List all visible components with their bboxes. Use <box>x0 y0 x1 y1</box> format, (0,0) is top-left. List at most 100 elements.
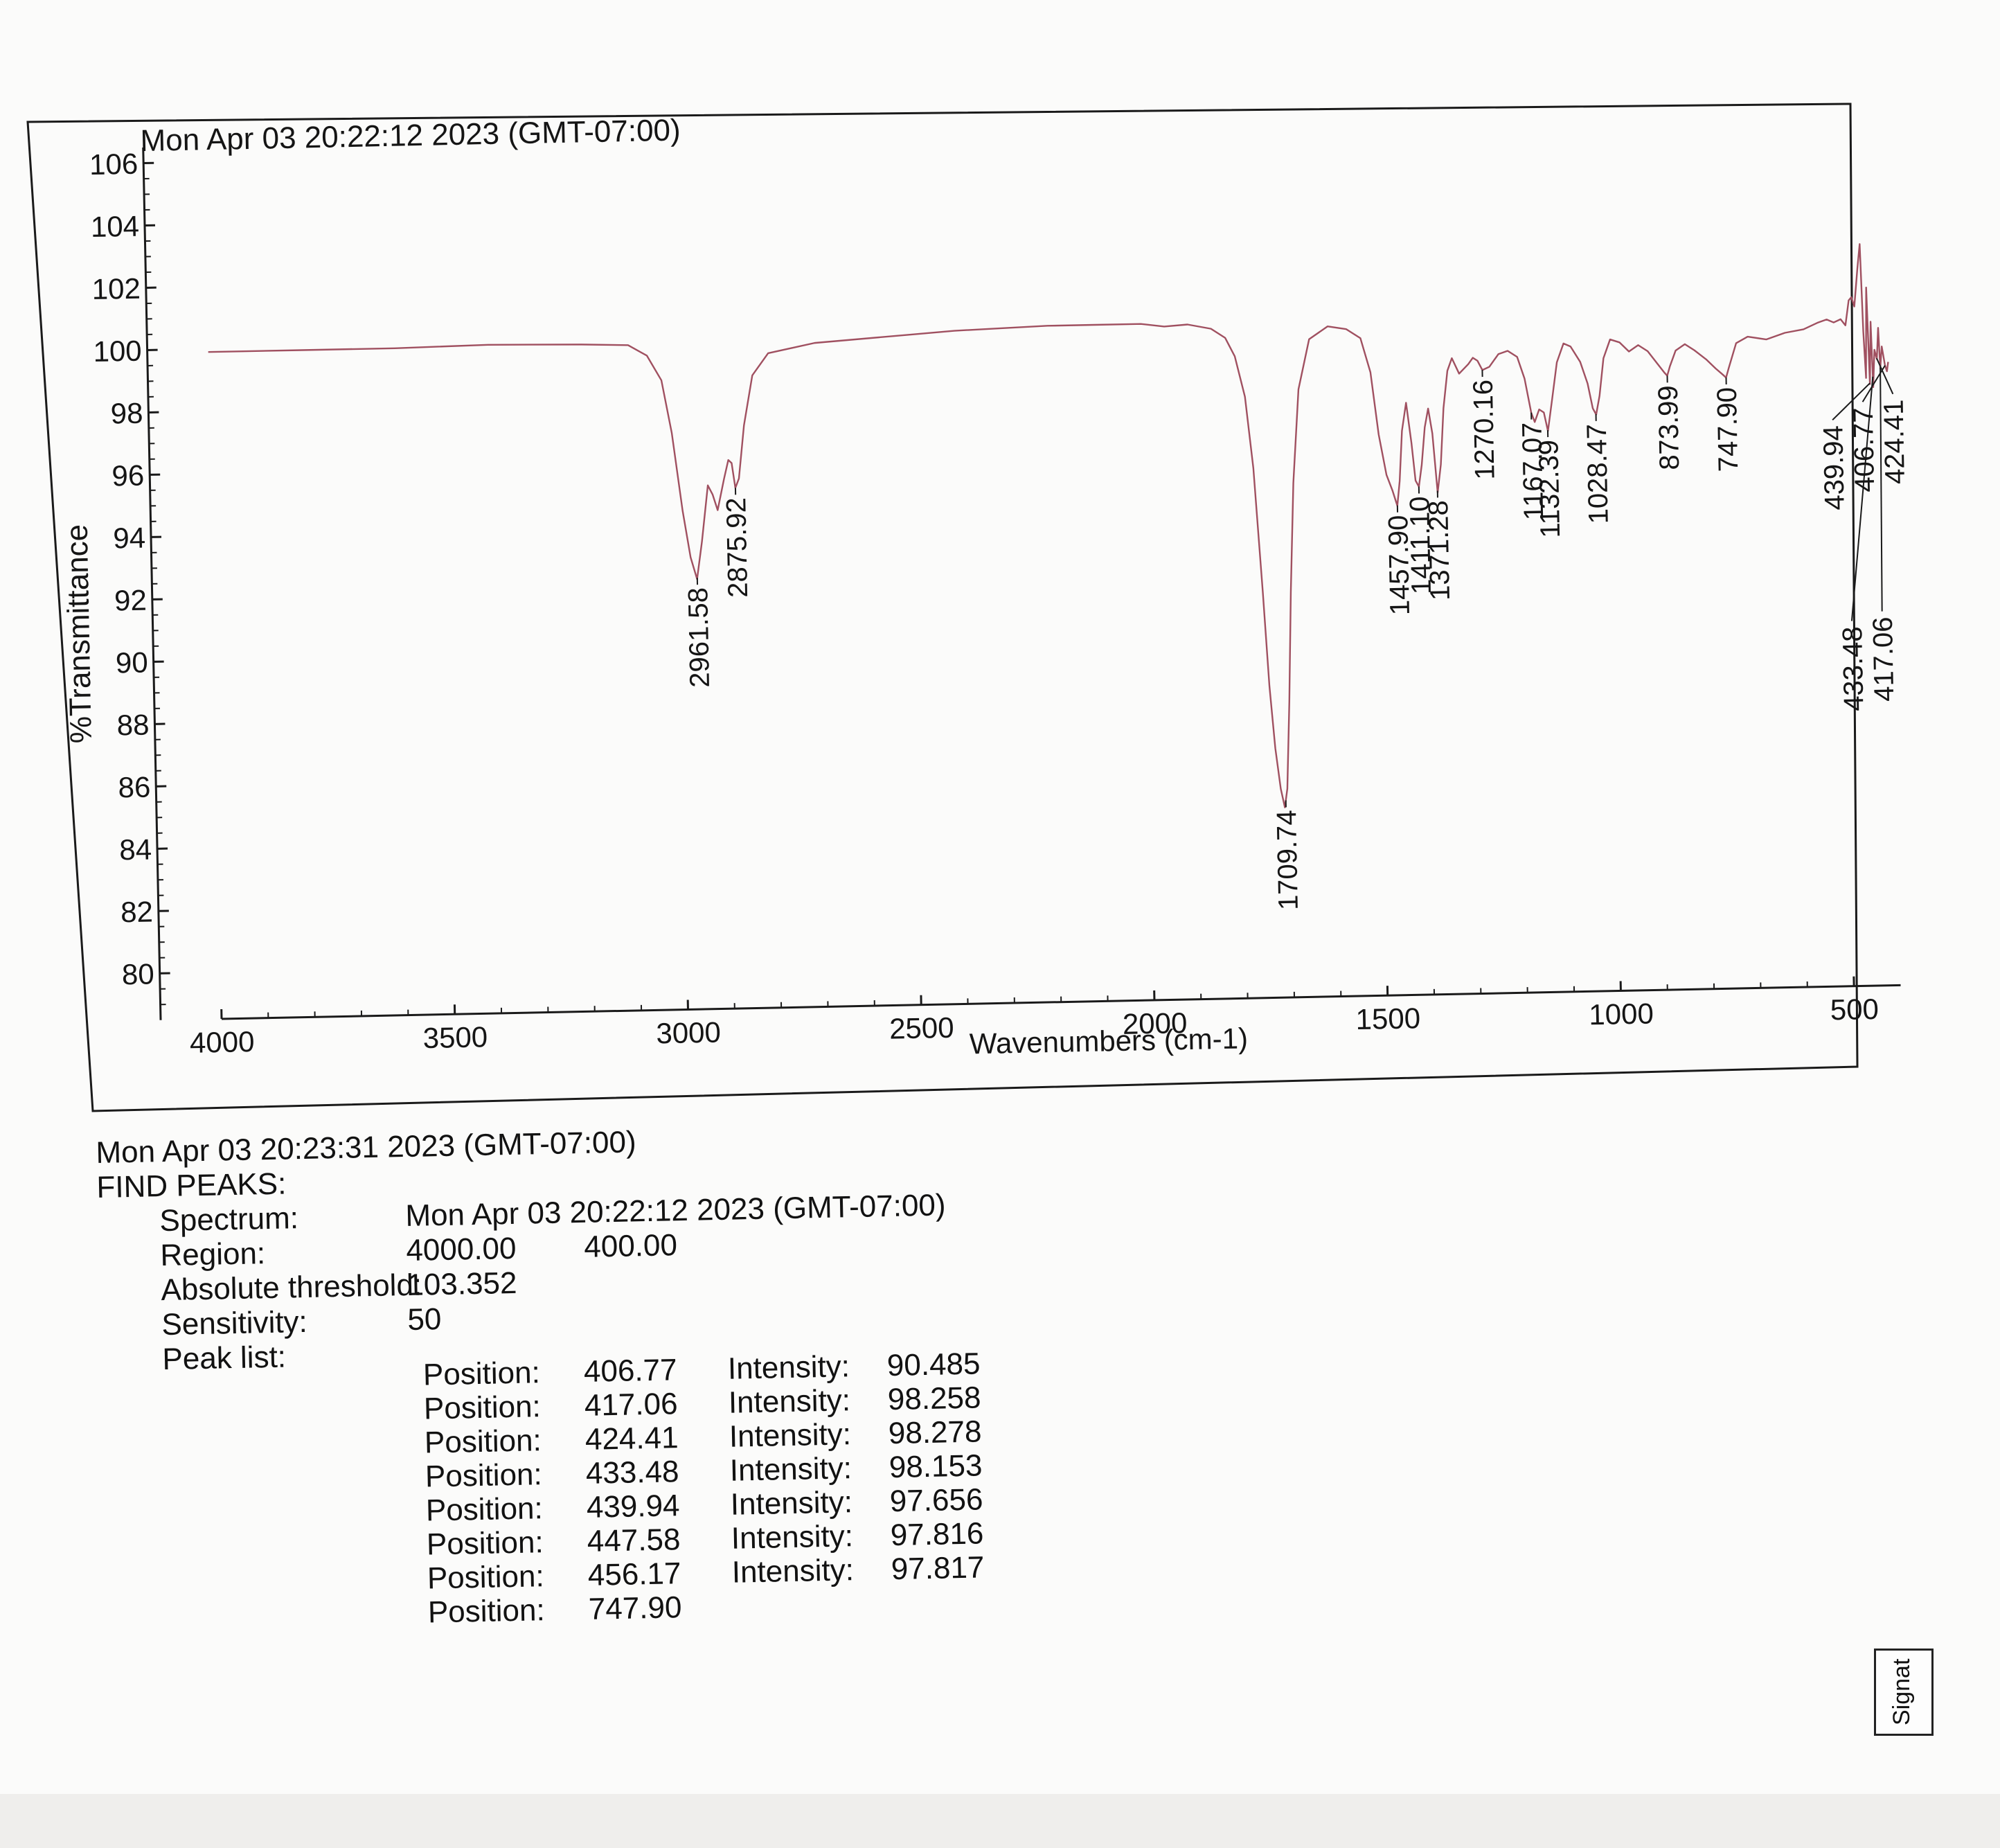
peak-label: 1709.74 <box>1271 810 1304 910</box>
peak-label: 1371.28 <box>1423 500 1456 601</box>
intensity-value: 98.153 <box>889 1448 983 1485</box>
peak-label: 2961.58 <box>683 587 715 688</box>
position-value: 456.17 <box>587 1556 681 1592</box>
peak-label: 1270.16 <box>1468 380 1501 480</box>
intensity-value: 97.816 <box>890 1516 984 1553</box>
peak-table: Position: 406.77 Intensity: 90.485 Posit… <box>422 1346 1052 1630</box>
position-label: Position: <box>427 1593 546 1630</box>
sheet-bottom-edge <box>0 1794 2000 1848</box>
position-value: 424.41 <box>584 1421 679 1457</box>
peak-leader-line <box>1850 376 1874 621</box>
plot-group: 80 82 84 86 88 90 92 94 96 98 100 102 104 106 4000 350… <box>60 113 1911 1060</box>
y-tick-label: 88 <box>116 709 150 742</box>
position-label: Position: <box>427 1559 545 1596</box>
intensity-label: Intensity: <box>730 1485 853 1522</box>
y-tick-label: 86 <box>118 770 151 803</box>
y-minor-ticks <box>143 177 166 1006</box>
peak-label: 1457.90 <box>1383 515 1416 615</box>
y-tick-label: 98 <box>110 397 143 430</box>
position-value: 433.48 <box>585 1455 679 1491</box>
peak-label: 1132.39 <box>1533 440 1566 538</box>
intensity-label: Intensity: <box>729 1417 852 1454</box>
intensity-value: 97.656 <box>889 1482 983 1519</box>
y-axis-label: %Transmittance <box>60 524 98 743</box>
peak-label: 2875.92 <box>721 497 753 598</box>
intensity-label: Intensity: <box>729 1451 852 1488</box>
threshold-label: Absolute threshold: <box>160 1268 422 1308</box>
y-tick-label: 82 <box>120 895 154 928</box>
region-end: 400.00 <box>583 1228 678 1264</box>
position-value: 406.77 <box>583 1353 678 1389</box>
peak-label: 406.77 <box>1848 407 1880 492</box>
position-value: 747.90 <box>588 1590 682 1626</box>
x-axis-label: Wavenumbers (cm-1) <box>969 1022 1248 1060</box>
peak-leader-line <box>1875 357 1894 395</box>
position-value: 447.58 <box>587 1522 681 1558</box>
sensitivity-label: Sensitivity: <box>161 1304 308 1342</box>
peak-label: 1167.07 <box>1517 422 1549 520</box>
position-value: 439.94 <box>586 1489 680 1525</box>
peak-label: 1028.47 <box>1582 423 1614 524</box>
intensity-value: 98.258 <box>887 1380 981 1417</box>
position-label: Position: <box>425 1491 544 1528</box>
region-start: 4000.00 <box>405 1231 517 1268</box>
y-tick-label: 90 <box>115 646 148 679</box>
y-tick-label: 106 <box>89 148 139 181</box>
peak-label: 747.90 <box>1712 387 1744 472</box>
intensity-label: Intensity: <box>731 1553 855 1590</box>
y-tick-label: 94 <box>113 522 146 555</box>
y-tick-label: 84 <box>119 833 152 866</box>
x-minor-ticks <box>267 981 1808 1018</box>
y-tick-label: 80 <box>121 957 154 990</box>
y-axis-line <box>142 147 162 1020</box>
sensitivity-value: 50 <box>407 1302 442 1338</box>
position-label: Position: <box>423 1389 542 1426</box>
x-tick-label: 2000 <box>1122 1006 1187 1040</box>
y-ticks: 80 82 84 86 88 90 92 94 96 98 100 102 104 106 <box>89 148 170 990</box>
x-tick-label: 1500 <box>1355 1002 1420 1036</box>
spectrum-line <box>208 243 1889 808</box>
intensity-label: Intensity: <box>727 1349 850 1386</box>
find-peaks-report: Mon Apr 03 20:23:31 2023 (GMT-07:00) FIN… <box>96 1117 1070 1629</box>
position-label: Position: <box>424 1423 542 1460</box>
command-text: FIND PEAKS: <box>96 1166 287 1205</box>
position-label: Position: <box>422 1356 541 1392</box>
region-label: Region: <box>159 1236 266 1273</box>
intensity-label: Intensity: <box>728 1383 851 1420</box>
position-value: 417.06 <box>584 1387 679 1423</box>
peak-label: 873.99 <box>1653 385 1685 470</box>
x-tick-label: 500 <box>1830 993 1879 1026</box>
signature-label: Signat <box>1889 1658 1915 1725</box>
chart-outer-frame <box>26 103 1859 1112</box>
y-tick-label: 104 <box>90 210 139 243</box>
x-tick-label: 2500 <box>889 1011 954 1045</box>
peak-label: 424.41 <box>1879 399 1911 484</box>
peak-label: 417.06 <box>1868 616 1900 702</box>
peak-label: 439.94 <box>1818 425 1850 510</box>
y-tick-label: 96 <box>111 459 145 492</box>
peak-leader-line <box>1861 365 1886 402</box>
peak-leader-line <box>1880 367 1883 612</box>
signature-box: Signat <box>1874 1649 1934 1736</box>
peak-label: 433.48 <box>1837 626 1869 711</box>
peak-leader-line <box>1832 382 1870 421</box>
y-tick-label: 102 <box>91 272 141 305</box>
spectrum-label: Spectrum: <box>159 1201 299 1238</box>
x-tick-label: 4000 <box>189 1025 254 1059</box>
x-tick-label: 3000 <box>656 1016 721 1050</box>
intensity-value: 90.485 <box>886 1347 981 1383</box>
peak-list-label: Peak list: <box>162 1340 287 1377</box>
peak-label: 1411.10 <box>1404 496 1437 594</box>
position-label: Position: <box>425 1457 543 1494</box>
x-ticks: 4000 3500 3000 2500 2000 1500 1000 500 <box>189 976 1879 1059</box>
intensity-label: Intensity: <box>731 1519 854 1556</box>
intensity-value: 98.278 <box>888 1414 982 1451</box>
y-tick-label: 100 <box>93 335 142 368</box>
position-label: Position: <box>426 1525 544 1562</box>
x-tick-label: 1000 <box>1589 997 1654 1031</box>
threshold-value: 103.352 <box>406 1265 517 1303</box>
intensity-value: 97.817 <box>891 1550 985 1587</box>
